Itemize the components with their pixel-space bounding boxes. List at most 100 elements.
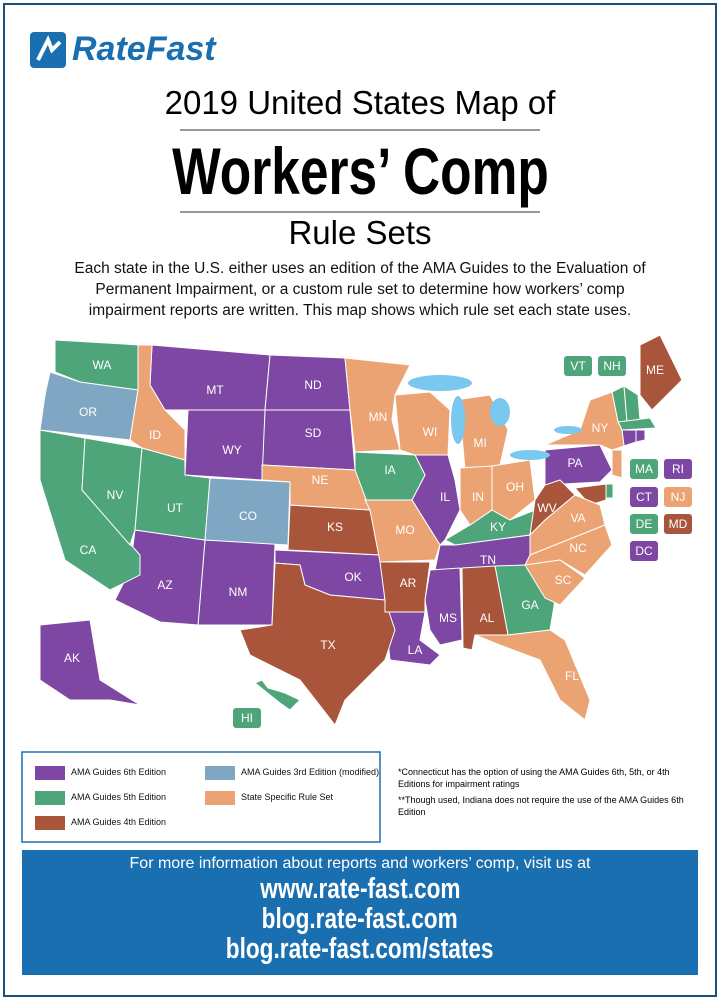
state-label: AZ	[157, 578, 172, 592]
legend-label: AMA Guides 4th Edition	[71, 817, 167, 827]
state-label: CA	[80, 543, 97, 557]
state-label: OH	[506, 480, 524, 494]
state	[394, 391, 451, 456]
footer-links: www.rate-fast.com blog.rate-fast.com blo…	[0, 874, 720, 964]
state-label: AL	[480, 611, 495, 625]
state-badge	[630, 514, 658, 534]
state	[524, 559, 586, 606]
state-label: IA	[384, 463, 395, 477]
lake	[510, 450, 550, 460]
note: *Connecticut has the option of using the…	[398, 767, 670, 789]
state-label: IN	[472, 490, 484, 504]
state-label: MT	[206, 383, 224, 397]
brand: RateFast	[72, 30, 216, 69]
state-label: WV	[537, 501, 556, 515]
state-badge	[564, 356, 592, 376]
state-label: NV	[107, 488, 124, 502]
states: MT ND SD WY NM AZ OK IL TN MS LA PA AK WA CA NV UT IA KY GA…	[39, 334, 683, 726]
state	[344, 357, 411, 453]
state-label: RI	[672, 462, 684, 476]
state	[474, 629, 591, 721]
state	[364, 499, 441, 563]
brand-rate: Rate	[72, 30, 146, 68]
state	[544, 391, 625, 451]
legend-box	[21, 751, 381, 843]
state-label: SD	[305, 426, 322, 440]
state	[261, 409, 356, 471]
state	[197, 539, 276, 626]
legend-swatch	[35, 816, 65, 830]
legend-swatch	[205, 766, 235, 780]
state-badge	[233, 708, 261, 728]
state	[81, 437, 143, 546]
state-label: UT	[167, 501, 184, 515]
state-label: WA	[93, 358, 112, 372]
state-label: NE	[312, 473, 329, 487]
title-line3: Rule Sets	[288, 214, 432, 251]
title-line2: Workers’ Comp	[171, 134, 549, 208]
state-badge	[664, 459, 692, 479]
footer-text: For more information about reports and w…	[129, 855, 591, 872]
footer-link[interactable]: blog.rate-fast.com/states	[226, 933, 494, 965]
state	[239, 562, 396, 726]
state	[39, 619, 141, 706]
state	[424, 567, 463, 646]
state-label: MI	[473, 436, 486, 450]
lake	[554, 426, 582, 434]
state-label: KS	[327, 520, 343, 534]
state	[459, 465, 493, 526]
state-badge	[598, 356, 626, 376]
title-line1: 2019 United States Map of	[164, 84, 556, 121]
state-label: IL	[440, 490, 450, 504]
state-label: DE	[636, 517, 653, 531]
state	[623, 385, 641, 423]
state-label: NY	[592, 421, 609, 435]
footer-band	[22, 850, 698, 975]
note: **Though used, Indiana does not require …	[398, 795, 684, 817]
state-label: SC	[555, 573, 572, 587]
footer-link[interactable]: blog.rate-fast.com	[261, 903, 459, 935]
state-label: HI	[241, 711, 253, 725]
state-label: MO	[395, 523, 414, 537]
legend-label: AMA Guides 5th Edition	[71, 792, 167, 802]
state-label: DC	[635, 544, 653, 558]
state-badge	[630, 487, 658, 507]
legend-label: AMA Guides 6th Edition	[71, 767, 167, 777]
footer-link[interactable]: www.rate-fast.com	[259, 873, 461, 905]
state-label: AK	[64, 651, 80, 665]
state-label: WI	[423, 425, 438, 439]
state	[129, 344, 186, 461]
title-line2-wrap: Workers’ Comp	[0, 132, 720, 210]
brand-fast: Fast	[145, 30, 216, 68]
state-label: NH	[603, 359, 620, 373]
state-label: CT	[636, 490, 653, 504]
state-label: ID	[149, 428, 161, 442]
legend-label: AMA Guides 3rd Edition (modified)	[241, 767, 380, 777]
legend-swatch	[35, 791, 65, 805]
state-label: TN	[480, 553, 496, 567]
logo-glyph	[36, 35, 62, 61]
state	[491, 459, 536, 521]
legend-label: State Specific Rule Set	[241, 792, 334, 802]
state-label: MD	[669, 517, 688, 531]
state	[261, 464, 371, 511]
state	[254, 679, 301, 711]
state	[639, 334, 683, 411]
state-label: OR	[79, 405, 97, 419]
legend	[35, 766, 235, 830]
state-label: KY	[490, 520, 506, 534]
state-label: VA	[570, 511, 585, 525]
state-label: NJ	[671, 490, 686, 504]
state-label: FL	[565, 669, 579, 683]
state-label: AR	[400, 576, 417, 590]
state	[635, 429, 646, 443]
state-label: OK	[344, 570, 361, 584]
lake	[408, 375, 472, 391]
state-badge	[630, 541, 658, 561]
state	[149, 344, 271, 411]
state-badge	[664, 514, 692, 534]
state	[379, 561, 431, 613]
badges: CT RI DC HI VT NH MA DE MD NJ	[233, 356, 692, 728]
